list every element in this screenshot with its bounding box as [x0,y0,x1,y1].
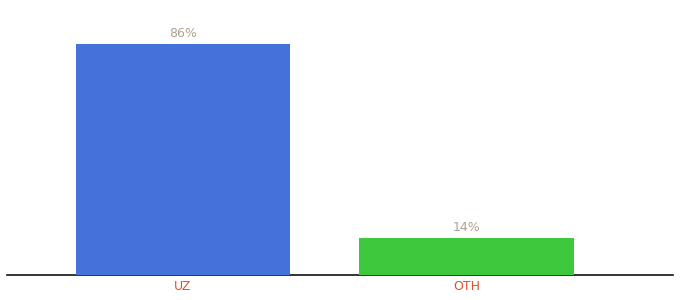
Bar [359,238,573,275]
Bar [76,44,290,275]
Text: 86%: 86% [169,28,197,40]
Text: 14%: 14% [452,220,480,234]
